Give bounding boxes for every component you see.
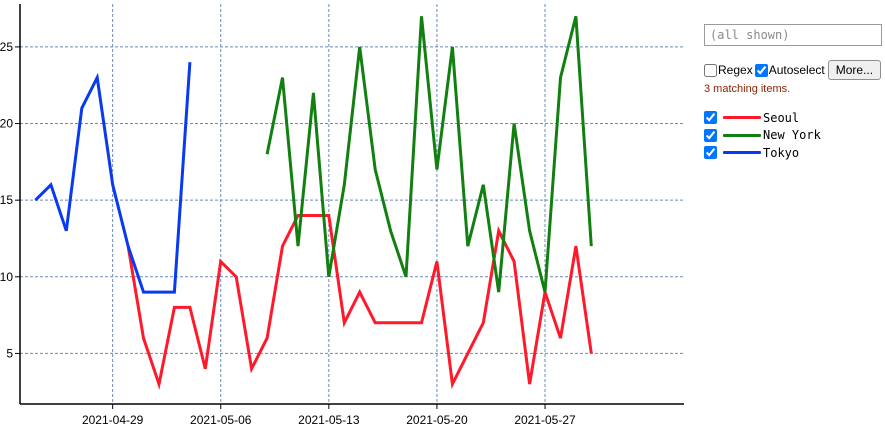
legend-swatch [723,116,761,120]
legend-checkbox-new-york[interactable] [704,128,717,142]
series-line-tokyo [34,62,192,294]
series-legend: Seoul New York Tokyo [704,109,882,162]
legend-item-new-york: New York [704,127,882,145]
chart-grid [20,4,684,404]
legend-series-name: New York [763,128,821,143]
filter-options-row: Regex Autoselect More... [704,60,882,80]
series-line-seoul [126,214,593,390]
match-count-text: 3 matching items. [704,83,791,95]
chart-ticks: 5 10 15 20 25 2021-04-29 2021-05-06 2021-05-13 2… [0,40,576,427]
y-tick-label: 5 [6,346,13,360]
chart-series-lines [34,15,593,390]
regex-checkbox[interactable] [704,63,717,77]
x-tick-label: 2021-04-29 [82,413,144,427]
series-filter-panel: Regex Autoselect More... 3 matching item… [704,24,882,162]
x-tick-label: 2021-05-27 [514,413,576,427]
legend-swatch [723,151,761,155]
x-tick-label: 2021-05-06 [190,413,252,427]
chart-axes [19,4,684,405]
line-chart: 5 10 15 20 25 2021-04-29 2021-05-06 2021-05-13 2… [0,4,684,427]
legend-checkbox-seoul[interactable] [704,111,717,125]
y-tick-label: 10 [0,270,13,284]
autoselect-label: Autoselect [768,63,825,77]
series-filter-input[interactable] [704,24,882,46]
legend-swatch [723,133,761,137]
more-button[interactable]: More... [827,60,882,80]
series-line-new-york [265,15,593,293]
x-tick-label: 2021-05-20 [406,413,468,427]
regex-label: Regex [718,63,753,77]
legend-series-name: Tokyo [763,145,800,160]
legend-series-name: Seoul [763,110,800,125]
y-tick-label: 15 [0,193,13,207]
autoselect-checkbox[interactable] [754,63,768,77]
y-tick-label: 25 [0,40,13,54]
y-tick-label: 20 [0,117,13,131]
legend-item-seoul: Seoul [704,109,882,127]
legend-item-tokyo: Tokyo [704,144,882,162]
legend-checkbox-tokyo[interactable] [704,146,717,160]
x-tick-label: 2021-05-13 [298,413,360,427]
